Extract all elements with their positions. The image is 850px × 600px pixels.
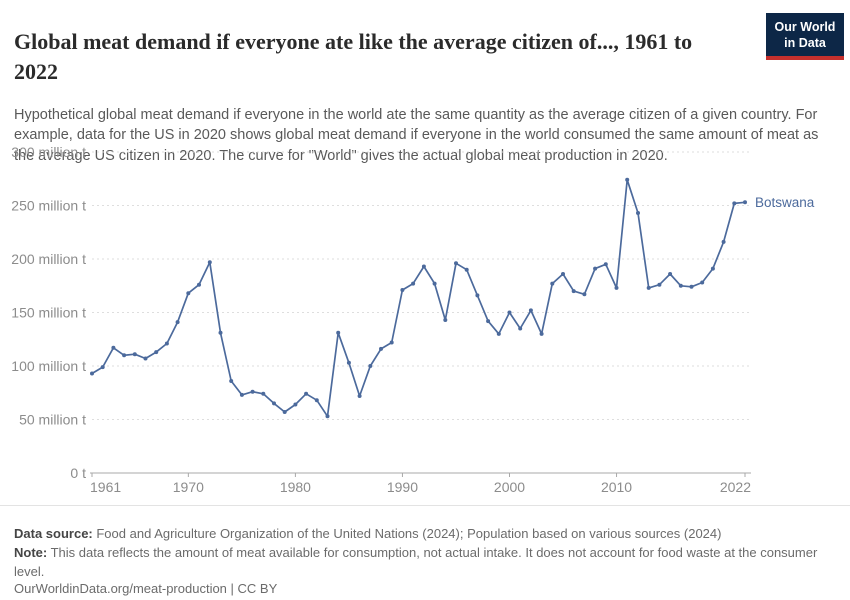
meat-demand-line-chart: 0 t 50 million t 100 million t 150 million … bbox=[11, 144, 815, 495]
data-point bbox=[122, 353, 127, 358]
data-point bbox=[368, 364, 373, 368]
data-point bbox=[111, 345, 116, 350]
data-point bbox=[357, 394, 362, 398]
data-line-botswana bbox=[91, 178, 746, 418]
owid-logo-line2: in Data bbox=[784, 36, 826, 50]
data-source-text: Food and Agriculture Organization of the… bbox=[92, 526, 722, 541]
note-text: This data reflects the amount of meat av… bbox=[14, 545, 818, 579]
data-point bbox=[700, 280, 705, 285]
data-point bbox=[197, 282, 201, 287]
x-axis-tick-label: 2022 bbox=[720, 479, 751, 495]
data-point bbox=[732, 201, 737, 206]
owid-logo-line1: Our World bbox=[774, 20, 836, 34]
data-point bbox=[743, 200, 747, 205]
data-point bbox=[272, 401, 276, 406]
data-point bbox=[668, 272, 673, 276]
x-axis-tick-label: 2000 bbox=[494, 479, 525, 495]
data-point bbox=[421, 264, 426, 269]
data-point bbox=[239, 392, 244, 397]
x-axis-tick-label: 1961 bbox=[90, 479, 121, 495]
data-point bbox=[518, 326, 523, 331]
data-point bbox=[636, 211, 640, 215]
data-point bbox=[314, 398, 319, 403]
data-point bbox=[593, 266, 598, 271]
data-point bbox=[614, 285, 619, 290]
data-point bbox=[603, 262, 608, 267]
data-source-line: Data source: Food and Agriculture Organi… bbox=[14, 525, 838, 544]
x-axis-tick-label: 1980 bbox=[280, 479, 311, 495]
note-label: Note: bbox=[14, 545, 48, 560]
data-point bbox=[282, 410, 287, 414]
data-point bbox=[571, 289, 576, 294]
note-line: Note: This data reflects the amount of m… bbox=[14, 544, 838, 582]
data-point bbox=[379, 346, 383, 351]
page-title: Global meat demand if everyone ate like … bbox=[14, 28, 693, 84]
data-point bbox=[432, 281, 437, 286]
data-point bbox=[336, 330, 341, 335]
data-point bbox=[250, 389, 255, 394]
y-axis-tick-label: 50 million t bbox=[19, 412, 86, 428]
data-point bbox=[132, 352, 137, 357]
data-point bbox=[561, 272, 565, 276]
data-point bbox=[229, 379, 234, 383]
data-point bbox=[678, 283, 683, 288]
data-point bbox=[454, 261, 458, 266]
data-point bbox=[721, 239, 726, 244]
data-point bbox=[528, 308, 533, 313]
owid-logo: Our World in Data bbox=[766, 13, 844, 60]
data-point bbox=[261, 391, 266, 396]
data-point bbox=[710, 266, 715, 271]
data-point bbox=[550, 281, 555, 286]
data-point bbox=[496, 331, 501, 336]
data-source-label: Data source: bbox=[14, 526, 93, 541]
data-point bbox=[625, 177, 630, 182]
data-point bbox=[304, 391, 309, 396]
data-point bbox=[186, 291, 191, 296]
data-point bbox=[90, 371, 94, 376]
series-end-label: Botswana bbox=[755, 195, 815, 210]
x-axis-tick-label: 1990 bbox=[387, 479, 418, 495]
data-point bbox=[164, 341, 169, 346]
data-point bbox=[689, 284, 694, 289]
data-point bbox=[293, 402, 298, 407]
data-point bbox=[100, 365, 105, 370]
data-point bbox=[464, 267, 469, 272]
chart-subtitle: Hypothetical global meat demand if every… bbox=[14, 106, 819, 164]
y-axis-tick-label: 0 t bbox=[70, 465, 86, 481]
data-point bbox=[218, 330, 223, 335]
data-point bbox=[443, 318, 448, 322]
data-point bbox=[325, 414, 330, 419]
x-axis-tick-label: 2010 bbox=[601, 479, 632, 495]
citation-line: OurWorldinData.org/meat-production | CC … bbox=[14, 581, 278, 596]
data-point bbox=[143, 356, 148, 361]
chart-area: 0 t 50 million t 100 million t 150 million … bbox=[0, 140, 850, 500]
data-point bbox=[207, 260, 212, 265]
data-point bbox=[646, 285, 651, 290]
y-axis-tick-label: 150 million t bbox=[11, 305, 86, 321]
footer-divider bbox=[0, 505, 850, 506]
y-axis-tick-label: 250 million t bbox=[11, 198, 86, 214]
data-point bbox=[411, 281, 416, 286]
data-point bbox=[657, 282, 662, 287]
data-point bbox=[486, 319, 491, 324]
y-axis-tick-label: 100 million t bbox=[11, 358, 86, 374]
data-point bbox=[507, 310, 512, 315]
data-point bbox=[175, 320, 180, 325]
data-point bbox=[539, 331, 544, 336]
data-point bbox=[582, 292, 587, 297]
data-point bbox=[475, 293, 480, 298]
data-point bbox=[389, 340, 394, 345]
data-point bbox=[346, 360, 351, 365]
y-axis-tick-label: 300 million t bbox=[11, 144, 86, 160]
y-axis-tick-label: 200 million t bbox=[11, 251, 86, 267]
x-axis-tick-label: 1970 bbox=[173, 479, 204, 495]
data-point bbox=[400, 288, 405, 292]
data-point bbox=[154, 350, 159, 355]
